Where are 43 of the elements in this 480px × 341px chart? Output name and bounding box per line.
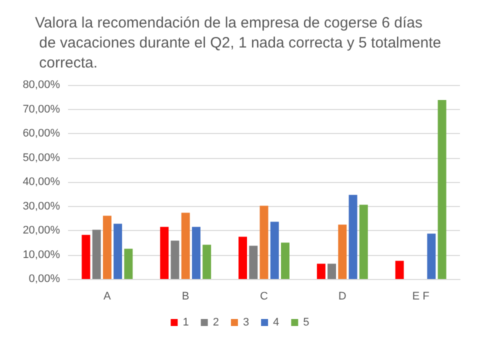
bar <box>438 100 446 279</box>
bar <box>249 246 258 279</box>
y-tick-label: 50,00% <box>22 152 60 164</box>
bar <box>82 234 90 279</box>
x-tick-label: C <box>260 290 268 302</box>
bar <box>192 226 200 279</box>
bar <box>124 248 133 279</box>
bar <box>92 230 101 279</box>
y-tick-label: 70,00% <box>22 103 60 116</box>
bar <box>260 206 268 279</box>
y-tick-label: 80,00% <box>22 79 60 91</box>
chart-title: Valora la recomendación de la empresa de cogerse 6 días de vacaciones durante el Q2, 1 nada correcta y 5 totalmente correcta. <box>35 14 442 72</box>
bar <box>395 260 404 279</box>
y-tick-label: 20,00% <box>22 224 60 236</box>
legend-label: 3 <box>242 316 250 328</box>
x-tick-label: D <box>338 290 346 302</box>
y-tick-label: 30,00% <box>22 200 60 212</box>
y-tick-label: 60,00% <box>22 128 60 140</box>
bar <box>338 224 347 279</box>
y-tick-label: 40,00% <box>22 176 60 188</box>
legend-label: 5 <box>303 316 310 328</box>
bar <box>348 194 358 279</box>
legend-label: 4 <box>273 316 280 328</box>
bar <box>202 244 212 279</box>
bar <box>427 234 436 279</box>
y-tick-label: 0,00% <box>28 273 60 285</box>
y-tick-label: 10,00% <box>22 248 60 261</box>
x-tick-label: A <box>104 290 112 302</box>
bar <box>114 224 122 279</box>
x-tick-label: B <box>182 290 190 302</box>
bar <box>102 216 112 279</box>
bar <box>328 264 336 279</box>
bar <box>181 212 190 279</box>
bar <box>160 226 169 279</box>
bar <box>280 242 290 279</box>
bar <box>270 222 279 279</box>
bar <box>316 264 326 279</box>
x-tick-label: E F <box>412 290 430 302</box>
legend-label: 2 <box>212 316 219 328</box>
legend-label: 1 <box>182 316 189 328</box>
bar <box>238 236 248 279</box>
bar <box>170 240 180 279</box>
bar <box>359 204 368 279</box>
